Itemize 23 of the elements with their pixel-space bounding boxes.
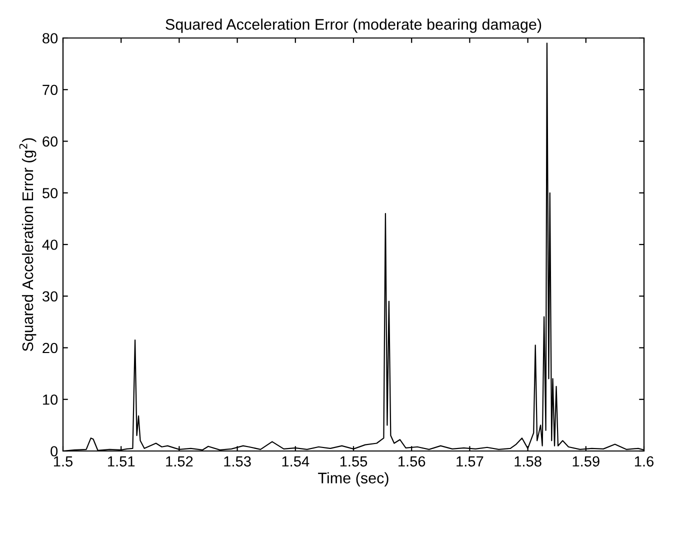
y-tick-label: 50 [42,188,58,198]
y-tick-label: 60 [42,136,58,147]
x-tick-label: 1.55 [340,456,368,467]
y-tick-label: 10 [43,394,58,405]
y-tick-label: 70 [42,84,58,96]
x-tick-label: 1.53 [224,456,251,467]
x-tick-label: 1.5 [54,456,73,467]
x-tick-label: 1.56 [398,456,426,467]
x-tick-label: 1.52 [166,456,193,467]
x-tick-label: 1.58 [514,456,542,467]
y-tick-label: 80 [42,33,58,44]
x-tick-label: 1.54 [282,456,310,467]
y-tick-label: 20 [42,342,58,354]
x-tick-label: 1.51 [108,456,135,467]
x-axis-title: Time (sec) [318,472,388,486]
x-tick-label: 1.57 [456,456,484,467]
x-tick-label: 1.59 [572,456,600,467]
y-tick-label: 30 [42,291,58,302]
x-tick-label: 1.6 [634,456,654,467]
y-axis-title: Squared Acceleration Error (g$^{2}$) [19,138,36,352]
y-tick-label: 0 [50,446,58,456]
chart-title: Squared Acceleration Error (moderate bearing damage) [166,18,542,33]
y-tick-label: 40 [42,240,58,250]
